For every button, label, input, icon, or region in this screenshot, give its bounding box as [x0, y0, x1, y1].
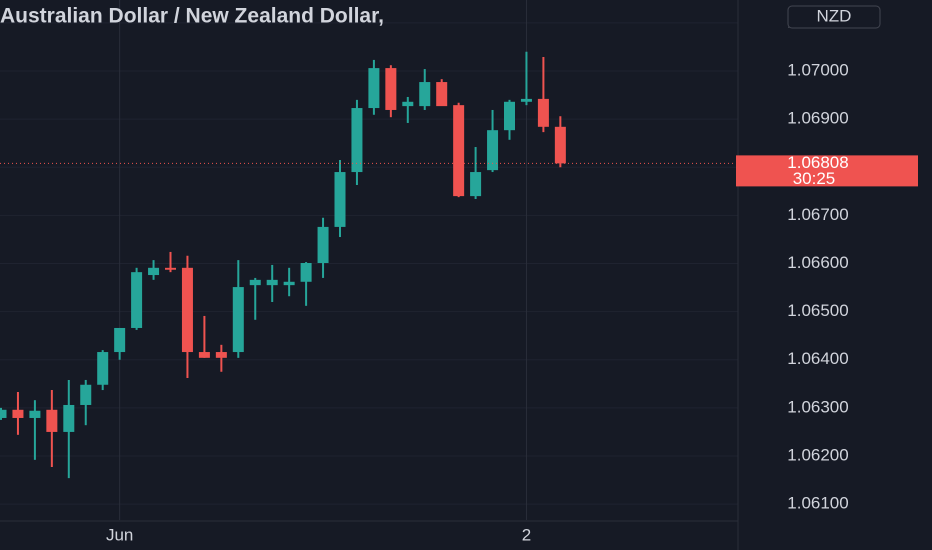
- candle-body: [283, 281, 295, 286]
- candle-body: [165, 267, 176, 270]
- y-tick-label: 1.06400: [787, 349, 848, 368]
- y-tick-label: 1.06500: [787, 301, 848, 320]
- currency-box: [787, 5, 881, 29]
- candle-body: [0, 409, 7, 418]
- candle-body: [97, 352, 109, 385]
- last-price-label: 1.06808: [787, 153, 848, 172]
- candle-body: [487, 130, 499, 171]
- candle-body: [63, 404, 75, 432]
- y-tick-label: 1.06200: [787, 445, 848, 464]
- candle-body: [520, 98, 532, 102]
- candle-body: [215, 352, 227, 358]
- candle-body: [80, 384, 92, 405]
- candle-body: [131, 272, 143, 328]
- candle-body: [351, 108, 363, 173]
- y-tick-label: 1.06300: [787, 397, 848, 416]
- candle-body: [181, 267, 193, 353]
- candle-body: [554, 126, 566, 164]
- y-tick-label: 1.07000: [787, 60, 848, 79]
- candle-body: [249, 279, 261, 286]
- candle-body: [402, 101, 414, 107]
- candle-body: [198, 352, 210, 358]
- candle-body: [232, 287, 244, 353]
- y-tick-label: 1.06900: [787, 109, 848, 128]
- y-tick-label: 1.06100: [787, 494, 848, 513]
- candle-body: [436, 82, 448, 107]
- candle-body: [368, 68, 380, 109]
- candle-body: [385, 68, 397, 110]
- candle-body: [12, 409, 24, 418]
- candle-body: [29, 410, 41, 418]
- candle-body: [537, 98, 549, 127]
- candle-body: [470, 172, 482, 197]
- currency-label[interactable]: NZD: [817, 6, 852, 25]
- candle-body: [300, 263, 312, 282]
- chart-title: Australian Dollar / New Zealand Dollar,: [0, 5, 384, 28]
- candle-body: [46, 409, 58, 432]
- candle-body: [504, 101, 515, 131]
- candle-body: [419, 82, 431, 107]
- y-tick-label: 1.06700: [787, 205, 848, 224]
- candle-body: [453, 105, 465, 197]
- candle-body: [266, 279, 278, 286]
- x-tick-label: 2: [522, 525, 531, 544]
- candle-body: [148, 267, 160, 276]
- candle-body: [317, 226, 329, 264]
- x-tick-label: Jun: [106, 525, 133, 544]
- countdown-label: 30:25: [793, 169, 836, 188]
- candle-body: [114, 327, 126, 353]
- candle-body: [334, 172, 346, 227]
- last-price-box: [736, 155, 918, 187]
- y-tick-label: 1.06600: [787, 253, 848, 272]
